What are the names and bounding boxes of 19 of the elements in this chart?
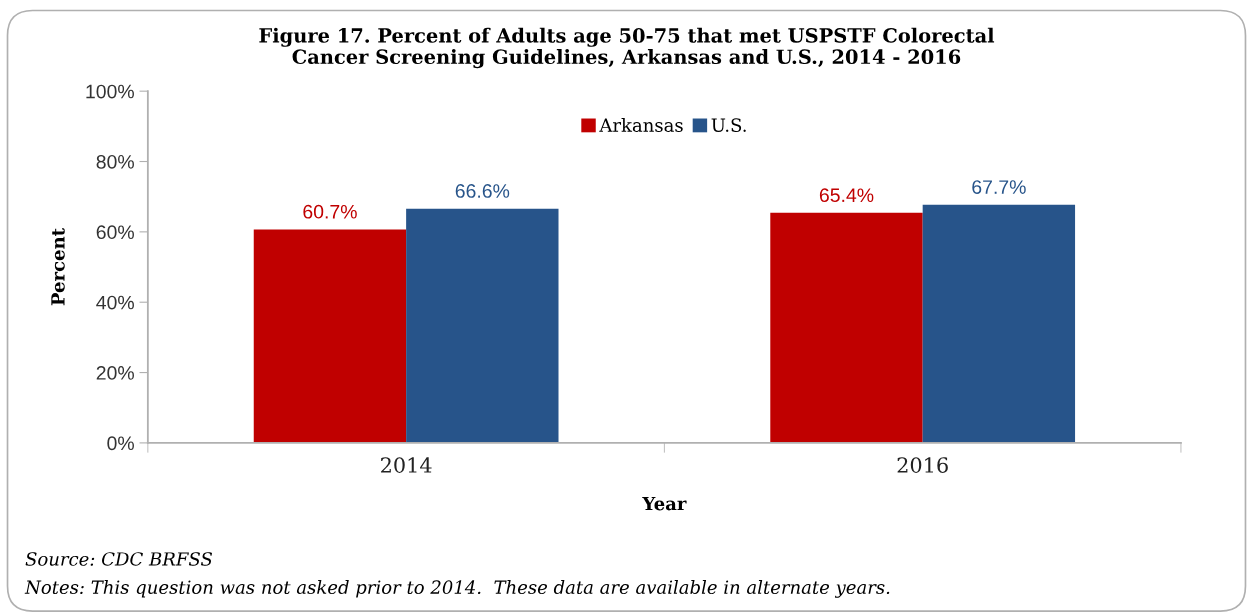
data-label: 66.6% [455,184,510,198]
legend-label: Arkansas [599,117,683,132]
y-tick-label: 60% [96,225,134,240]
x-axis-title: Year [642,496,687,511]
y-tick-label: 0% [107,436,134,451]
chart-title: Figure 17. Percent of Adults age 50-75 that met USPSTF Colorectal Cancer Screening Guidelines, Arkansas and U.S., 2014 - 2016 [259,27,995,69]
source-note: Source: CDC BRFSS [25,552,213,566]
data-label: 67.7% [972,180,1026,194]
y-tick-label: 20% [96,366,134,380]
data-label: 65.4% [819,188,874,203]
y-tick-label: 100% [86,84,134,99]
y-tick-label: 40% [96,295,134,310]
y-tick-label: 80% [96,154,134,169]
legend-label: U.S. [711,118,746,132]
data-label: 60.7% [303,204,357,219]
x-tick-label: 2014 [381,457,432,473]
x-tick-label: 2016 [897,457,948,473]
y-axis-title: Percent [51,228,65,306]
text: Notes: This question was not asked prior to 2014. These data are available in alternate years. [24,580,890,598]
